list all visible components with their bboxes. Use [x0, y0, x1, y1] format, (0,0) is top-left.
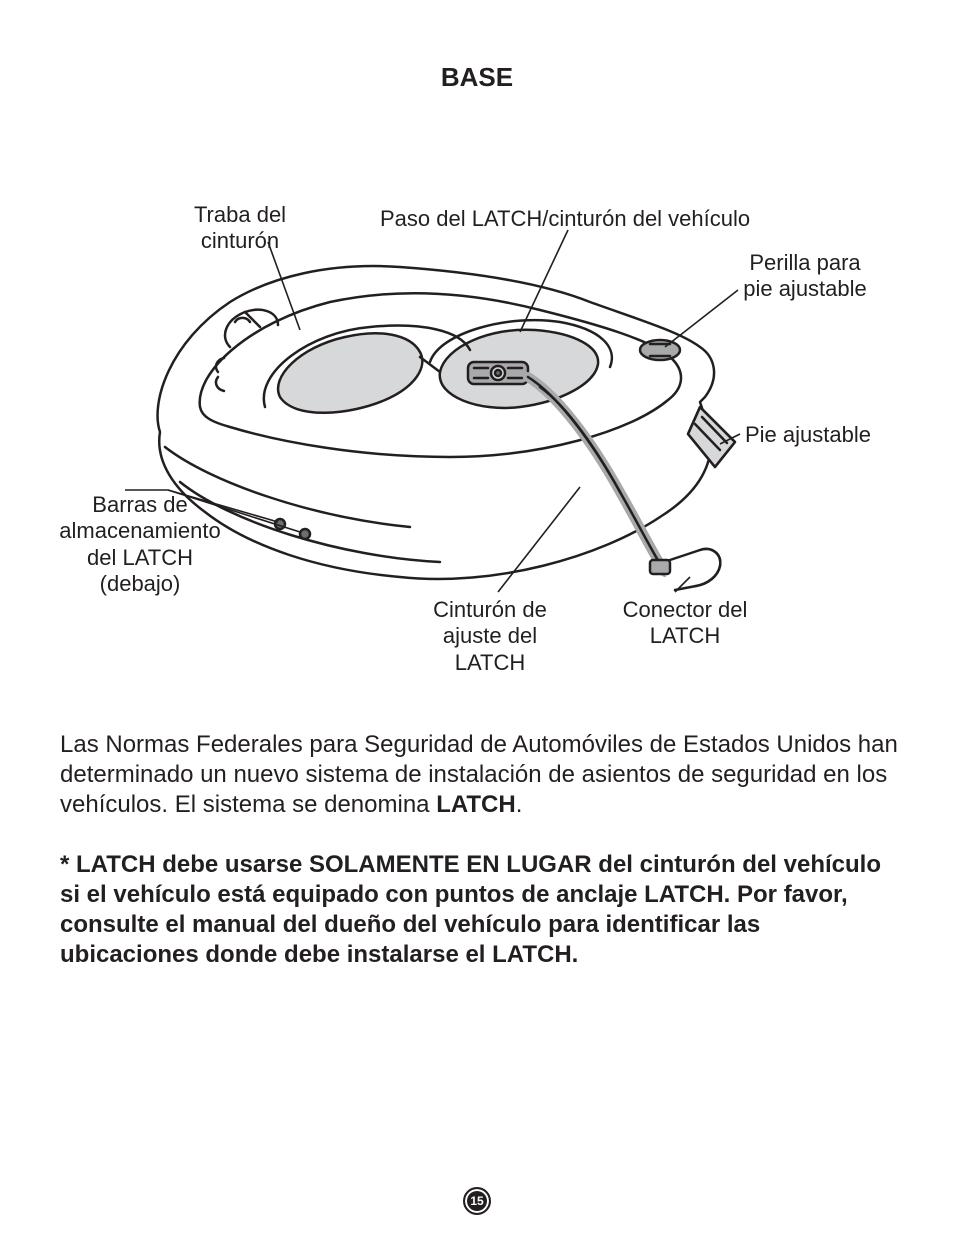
- page-number-badge: 15: [463, 1187, 491, 1215]
- base-diagram: Traba delcinturón Paso del LATCH/cinturó…: [0, 172, 954, 712]
- para1-latch-bold: LATCH: [436, 791, 516, 818]
- page-number: 15: [470, 1194, 483, 1208]
- paragraph-intro: Las Normas Federales para Seguridad de A…: [60, 730, 899, 820]
- page-title: BASE: [0, 62, 954, 93]
- label-paso: Paso del LATCH/cinturón del vehículo: [380, 206, 780, 232]
- para1-post: .: [516, 791, 523, 818]
- label-traba: Traba delcinturón: [175, 202, 305, 255]
- paragraph-warning: * LATCH debe usarse SOLAMENTE EN LUGAR d…: [60, 850, 899, 970]
- page-number-circle: 15: [463, 1187, 491, 1215]
- label-barras: Barras dealmacenamientodel LATCH(debajo): [40, 492, 240, 598]
- label-perilla: Perilla parapie ajustable: [720, 250, 890, 303]
- label-conector: Conector delLATCH: [600, 597, 770, 650]
- label-pie: Pie ajustable: [745, 422, 915, 448]
- label-cinturon-ajuste: Cinturón deajuste delLATCH: [410, 597, 570, 676]
